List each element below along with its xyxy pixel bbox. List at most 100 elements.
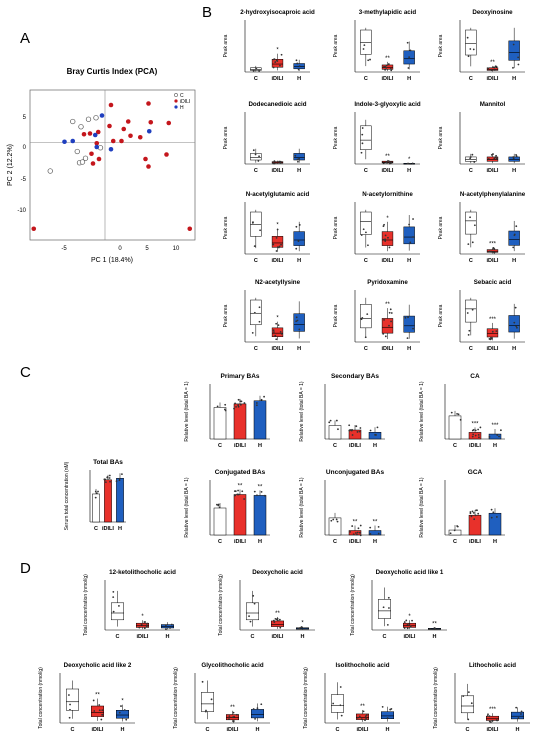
b-plot-point <box>364 336 367 339</box>
pca-point-idili <box>31 226 37 232</box>
c-point <box>478 436 480 439</box>
b-plot-point <box>295 320 298 323</box>
c-subplot: Total BAs Serum total concentration (nM) C… <box>64 459 126 532</box>
pca-point-idili <box>96 156 102 162</box>
d-plot-point <box>358 715 361 718</box>
c-point <box>118 479 121 482</box>
c-point <box>490 516 493 519</box>
b-plot-point <box>369 58 371 61</box>
b-plot-subplot: Sebacic acid Peak area C *** iDILI H <box>438 279 525 350</box>
b-plot-point <box>272 243 275 246</box>
b-plot-point <box>471 241 474 244</box>
d-plot-point <box>388 607 390 609</box>
b-plot-point <box>361 142 364 145</box>
b-plot-point <box>280 332 283 335</box>
d-plot-point <box>69 708 71 711</box>
b-plot-ylabel: Peak area <box>223 304 229 327</box>
c-group-label: iDILI <box>234 539 246 545</box>
c-bar-idili <box>104 479 112 523</box>
d-plot-point <box>403 627 406 629</box>
d-plot-point <box>68 694 70 696</box>
b-plot-point <box>278 245 281 248</box>
d-plot-point <box>386 717 389 720</box>
pca-point-idili <box>119 138 124 144</box>
c-point <box>457 413 460 416</box>
c-point <box>473 518 476 521</box>
b-plot-point <box>512 43 515 46</box>
b-plot-point <box>388 324 390 327</box>
pca-point-idili <box>125 119 131 124</box>
b-plot-box-idili <box>381 231 394 246</box>
b-plot-point <box>389 162 392 165</box>
b-plot-point <box>487 158 490 160</box>
d-plot-point <box>360 718 363 721</box>
b-plot-title: N-acetylglutamic acid <box>246 191 310 198</box>
pca-xlabel: PC 1 (18.4%) <box>91 257 133 264</box>
b-plot-group-label: iDILI <box>382 346 394 350</box>
b-plot-subplot: N-acetylphenylalanine Peak area C *** iDILI H <box>438 191 526 264</box>
b-plot-point <box>295 59 298 62</box>
b-plot-point <box>258 320 261 323</box>
c-point <box>471 435 474 438</box>
c-point <box>103 478 106 481</box>
b-plot-title: Pyridoxamine <box>367 279 408 286</box>
b-plot-box-h <box>508 315 520 333</box>
b-plot-box-idili <box>486 328 499 338</box>
b-plot-point <box>272 329 275 332</box>
c-ylabel: Serum total concentration (nM) <box>64 461 70 530</box>
b-plot-point <box>361 127 364 129</box>
b-plot-box-h <box>403 315 415 333</box>
pca-point-h <box>94 144 100 150</box>
d-plot-sig: *** <box>489 707 497 713</box>
b-plot-point <box>407 162 410 165</box>
c-point <box>358 531 361 534</box>
d-plot-group-label: C <box>116 634 120 640</box>
d-plot-point <box>170 623 173 626</box>
c-title: Primary BAs <box>220 373 259 380</box>
b-plot-point <box>297 68 300 71</box>
b-plot-point <box>279 161 282 163</box>
c-bar-h <box>253 400 267 440</box>
b-plot-point <box>487 67 490 70</box>
b-plot-point <box>276 228 279 231</box>
d-plot-sig: ** <box>360 704 365 710</box>
b-plot-group-label: iDILI <box>382 258 394 264</box>
b-plot-point <box>488 338 491 340</box>
b-plot-group-label: iDILI <box>272 346 284 350</box>
d-plot-point <box>248 615 250 618</box>
b-plot-point <box>258 70 261 72</box>
d-plot-group-label: iDILI <box>272 634 284 640</box>
d-plot-point <box>100 718 103 721</box>
c-point <box>97 490 99 493</box>
b-plot-box-idili <box>381 318 394 334</box>
b-plot-point <box>388 311 391 314</box>
c-ylabel: Relative level (total BA = 1) <box>299 477 305 538</box>
b-plot-box-c <box>250 211 262 237</box>
c-ylabel: Relative level (total BA = 1) <box>184 381 190 442</box>
c-point <box>375 434 377 436</box>
d-plot-box-h <box>251 709 264 719</box>
b-plot-point <box>467 55 470 58</box>
c-point <box>348 429 351 432</box>
d-plot-point <box>278 618 281 621</box>
d-plot-point <box>387 596 390 599</box>
b-plot-point <box>488 250 491 253</box>
d-plot-group-label: H <box>121 727 125 733</box>
c-point <box>330 519 333 522</box>
b-plot-sig: * <box>386 216 389 222</box>
b-plot-point <box>469 216 471 219</box>
d-plot-point <box>143 627 146 630</box>
c-group-label: C <box>453 539 457 545</box>
b-plot-point <box>408 56 411 59</box>
c-point <box>95 492 98 495</box>
c-group-label: iDILI <box>102 526 114 532</box>
b-plot-point <box>466 312 469 314</box>
pca-tick-y2: 0 <box>23 145 27 151</box>
d-plot-point <box>123 709 126 711</box>
b-plot-point <box>382 238 385 241</box>
c-group-label: C <box>333 539 337 545</box>
b-plot-point <box>409 241 412 244</box>
c-bar-idili <box>233 403 247 440</box>
c-point <box>255 402 258 404</box>
c-point <box>477 434 480 436</box>
